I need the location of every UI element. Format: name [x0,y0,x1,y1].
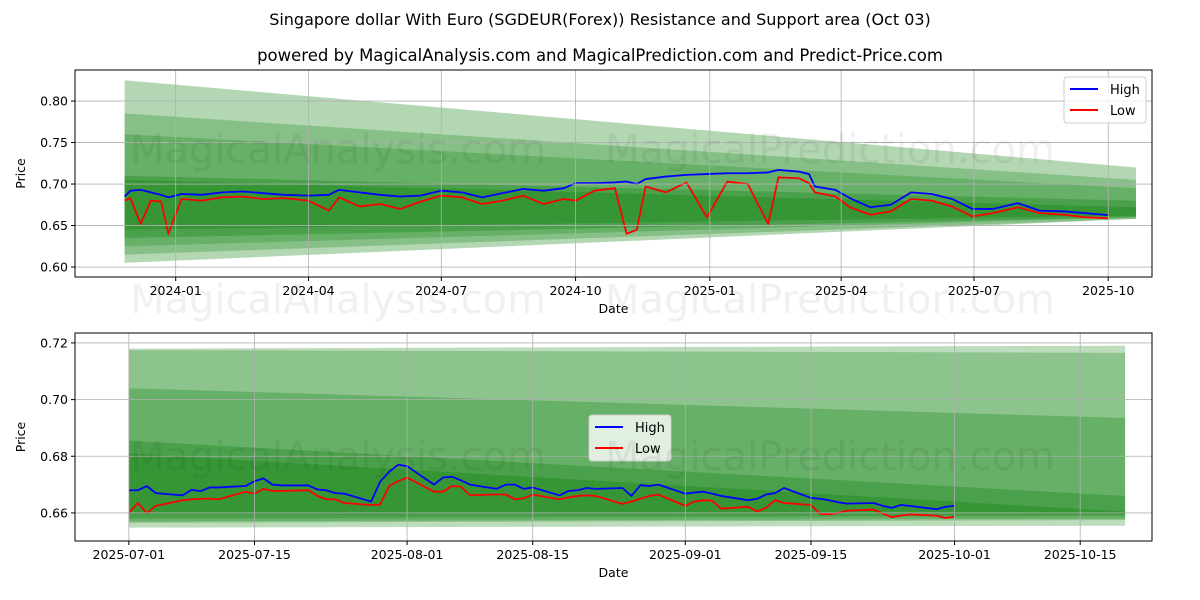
y-tick-label: 0.65 [40,218,68,233]
support-resistance-band [124,179,1136,230]
legend: High Low [1063,76,1147,124]
x-tick-label: 2025-07-01 [93,547,166,562]
high-price-line [123,169,1109,217]
y-tick-label: 0.68 [40,449,68,464]
x-tick-label: 2024-10 [549,283,601,298]
x-tick-label: 2025-07-15 [218,547,291,562]
legend-label-low: Low [635,442,661,457]
watermark-text: MagicalAnalysis.com [130,277,546,323]
top-chart: 2024-01 2024-04 2024-07 2024-10 2025-01 2025-… [13,69,1153,316]
low-price-line [124,176,1109,235]
legend-label-low: Low [1110,104,1136,119]
x-tick-label: 2024-07 [415,283,467,298]
chart-subtitle: powered by MagicalAnalysis.com and Magic… [257,46,943,65]
y-tick-label: 0.66 [40,505,68,520]
x-tick-label: 2025-10 [1082,283,1134,298]
y-tick-label: 0.80 [40,94,68,109]
axes-frame [74,69,1153,278]
x-tick-label: 2025-09-01 [649,547,722,562]
x-tick-label: 2025-10-01 [918,547,991,562]
y-tick-label: 0.70 [40,392,68,407]
x-tick-label: 2025-10-15 [1044,547,1117,562]
x-tick-label: 2024-04 [282,283,334,298]
x-tick-label: 2025-04 [815,283,867,298]
support-resistance-band [128,453,1126,515]
x-tick-label: 2024-01 [150,283,202,298]
legend: High Low [588,414,672,462]
chart-title: Singapore dollar With Euro (SGDEUR(Forex… [269,10,931,29]
plot-area [123,80,1136,263]
watermarks: MagicalAnalysis.com MagicalPrediction.com… [130,127,1055,480]
axes-frame [74,332,1153,542]
x-tick-label: 2025-08-15 [496,547,569,562]
y-tick-label: 0.72 [40,335,68,350]
x-tick-label: 2025-01 [684,283,736,298]
legend-label-high: High [1110,83,1140,98]
watermark-text: MagicalPrediction.com [605,277,1055,323]
x-axis-label: Date [599,301,629,316]
x-axis-label: Date [599,565,629,580]
y-axis-label: Price [13,421,28,452]
y-tick-label: 0.75 [40,135,68,150]
bottom-chart: 2025-07-01 2025-07-15 2025-08-01 2025-08-15… [13,332,1153,580]
watermark-text: MagicalAnalysis.com [130,434,546,480]
watermark-text: MagicalAnalysis.com [130,127,546,173]
x-tick-label: 2025-09-15 [775,547,848,562]
y-tick-label: 0.60 [40,260,68,275]
watermark-text: MagicalPrediction.com [605,127,1055,173]
y-tick-label: 0.70 [40,177,68,192]
legend-label-high: High [635,421,665,436]
x-tick-label: 2025-08-01 [371,547,444,562]
y-axis-label: Price [13,158,28,189]
watermark-text: MagicalPrediction.com [605,434,1055,480]
x-tick-label: 2025-07 [948,283,1000,298]
